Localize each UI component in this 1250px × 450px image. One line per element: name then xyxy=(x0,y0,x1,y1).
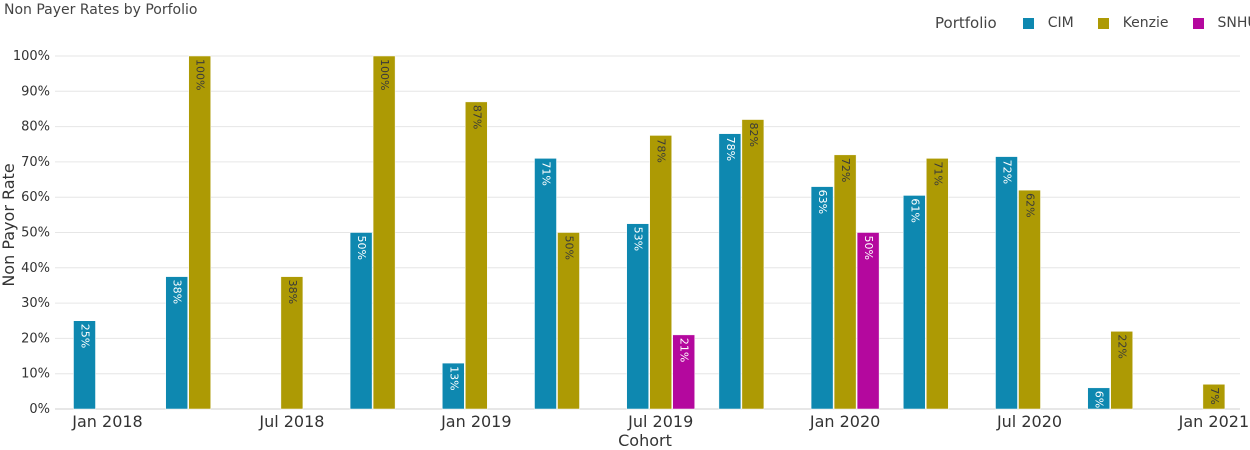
data-label-cim: 25% xyxy=(79,324,92,348)
legend-title: Portfolio xyxy=(935,14,997,32)
x-tick-label: Jan 2020 xyxy=(809,412,880,431)
bar-cim xyxy=(534,158,557,410)
data-label-cim: 13% xyxy=(447,366,460,390)
y-tick-label: 70% xyxy=(21,155,50,170)
data-label-kenzie: 72% xyxy=(839,158,852,182)
bar-cim xyxy=(995,156,1018,410)
x-tick-label: Jan 2018 xyxy=(71,412,142,431)
data-label-snhu: 21% xyxy=(678,338,691,362)
x-tick-label: Jan 2019 xyxy=(440,412,511,431)
legend-item-snhu[interactable]: SNHU xyxy=(1192,15,1250,31)
x-tick-label: Jul 2019 xyxy=(627,412,693,431)
data-label-kenzie: 22% xyxy=(1116,334,1129,358)
y-tick-label: 0% xyxy=(29,402,50,417)
data-label-snhu: 50% xyxy=(862,236,875,260)
bar-kenzie xyxy=(833,154,857,410)
y-tick-label: 60% xyxy=(21,190,50,205)
bar-cim xyxy=(73,320,96,410)
bar-kenzie xyxy=(649,135,672,410)
y-axis-title: Non Payor Rate xyxy=(0,163,18,286)
data-label-kenzie: 71% xyxy=(931,161,944,185)
legend: Portfolio CIM Kenzie SNHU xyxy=(935,14,1250,32)
y-tick-label: 50% xyxy=(21,226,50,241)
data-label-kenzie: 38% xyxy=(286,280,299,304)
data-label-kenzie: 62% xyxy=(1024,193,1037,217)
bar-kenzie xyxy=(280,276,304,410)
bar-cim xyxy=(626,223,649,410)
bar-cim xyxy=(165,276,188,410)
data-label-cim: 71% xyxy=(540,161,553,185)
x-tick-label: Jul 2020 xyxy=(996,412,1062,431)
bar-cim xyxy=(349,232,373,410)
bar-cim xyxy=(718,133,742,410)
bar-kenzie xyxy=(465,101,488,410)
data-label-cim: 6% xyxy=(1093,391,1106,408)
chart-title: Non Payer Rates by Porfolio xyxy=(4,2,198,18)
bar-cim xyxy=(810,186,834,410)
data-label-cim: 50% xyxy=(355,236,368,260)
legend-swatch-snhu xyxy=(1192,17,1204,29)
data-label-cim: 53% xyxy=(632,227,645,251)
bar-kenzie xyxy=(557,232,580,410)
legend-item-kenzie[interactable]: Kenzie xyxy=(1097,15,1169,31)
bar-kenzie xyxy=(1202,384,1226,410)
legend-label-snhu: SNHU xyxy=(1217,15,1250,31)
y-tick-label: 10% xyxy=(21,367,50,382)
data-label-cim: 78% xyxy=(724,137,737,161)
data-label-cim: 63% xyxy=(816,190,829,214)
legend-label-kenzie: Kenzie xyxy=(1122,15,1169,31)
x-tick-label: Jan 2021 xyxy=(1178,412,1249,431)
bar-cim xyxy=(1087,387,1110,410)
data-label-kenzie: 82% xyxy=(747,123,760,147)
y-tick-label: 80% xyxy=(21,120,50,135)
bar-kenzie xyxy=(188,55,211,410)
legend-swatch-kenzie xyxy=(1097,17,1109,29)
data-label-kenzie: 87% xyxy=(470,105,483,129)
x-axis-title: Cohort xyxy=(618,431,672,450)
y-tick-label: 90% xyxy=(21,84,50,99)
x-tick-label: Jul 2018 xyxy=(258,412,324,431)
data-label-kenzie: 100% xyxy=(378,59,391,90)
y-tick-label: 40% xyxy=(21,261,50,276)
legend-label-cim: CIM xyxy=(1047,15,1074,31)
bar-snhu xyxy=(672,334,695,410)
legend-item-cim[interactable]: CIM xyxy=(1022,15,1074,31)
data-label-kenzie: 100% xyxy=(194,59,207,90)
bar-kenzie xyxy=(1110,331,1133,410)
y-tick-label: 20% xyxy=(21,331,50,346)
data-label-cim: 61% xyxy=(908,198,921,222)
y-tick-label: 100% xyxy=(13,49,50,64)
bar-snhu xyxy=(856,232,880,410)
data-label-cim: 38% xyxy=(171,280,184,304)
data-label-cim: 72% xyxy=(1001,160,1014,184)
data-label-kenzie: 50% xyxy=(563,236,576,260)
y-tick-label: 30% xyxy=(21,296,50,311)
bar-cim xyxy=(903,195,926,410)
bar-kenzie xyxy=(741,119,765,410)
bar-cim xyxy=(442,362,465,410)
bar-kenzie xyxy=(372,55,396,410)
bar-kenzie xyxy=(1018,189,1041,410)
legend-swatch-cim xyxy=(1022,17,1034,29)
bar-kenzie xyxy=(926,158,949,410)
data-label-kenzie: 7% xyxy=(1208,387,1221,404)
data-label-kenzie: 78% xyxy=(655,138,668,162)
